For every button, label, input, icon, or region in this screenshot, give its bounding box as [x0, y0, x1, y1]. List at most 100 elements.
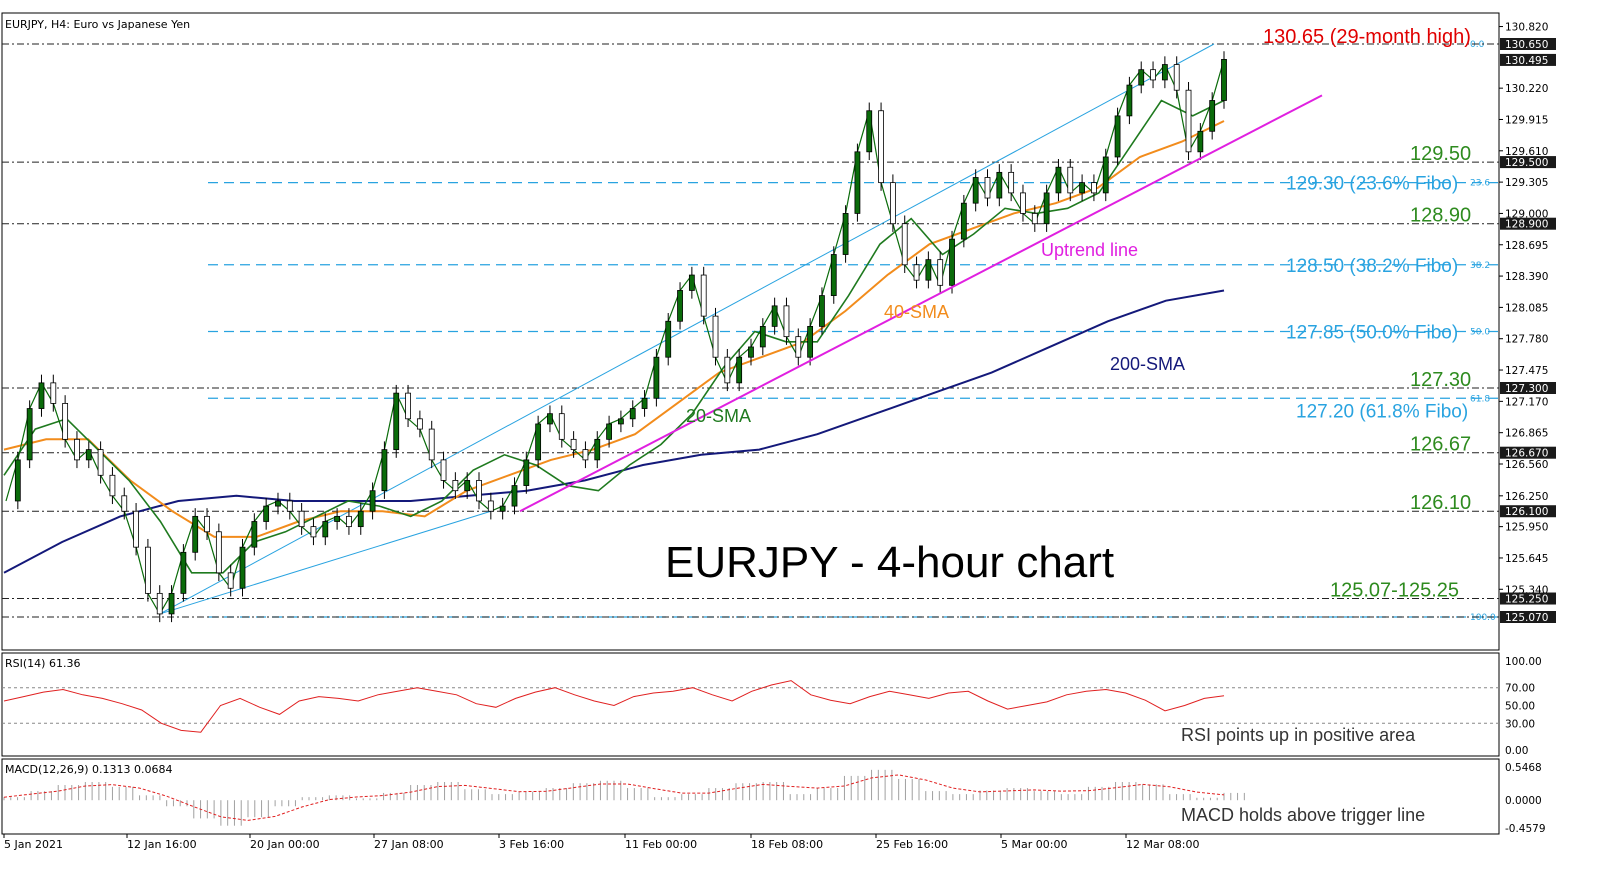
candle-body — [748, 346, 754, 358]
candle-body — [1173, 64, 1180, 91]
y-tick-label: 127.170 — [1505, 396, 1548, 408]
candle-body — [476, 480, 482, 502]
candle-body — [558, 413, 565, 440]
candle-body — [357, 510, 364, 528]
y-tick-label: 126.865 — [1505, 428, 1548, 440]
candle-body — [653, 356, 660, 399]
price-tag-label: 128.900 — [1505, 219, 1548, 231]
key-level-label: 125.07-125.25 — [1330, 580, 1459, 602]
candle-body — [712, 315, 719, 358]
candle-body — [369, 490, 376, 512]
candle-body — [523, 459, 530, 486]
x-tick-label: 5 Jan 2021 — [4, 838, 63, 851]
y-tick-label: 125.645 — [1505, 553, 1548, 565]
candle-body — [416, 418, 423, 430]
x-tick-label: 18 Feb 08:00 — [751, 838, 823, 851]
macd-tick-label: -0.4579 — [1505, 823, 1546, 835]
candle-body — [996, 171, 1003, 199]
candle-body — [972, 177, 979, 204]
candle-body — [204, 515, 210, 533]
candle-body — [854, 151, 861, 214]
price-tag — [1500, 156, 1556, 169]
candle-body — [547, 413, 553, 425]
candle-body — [783, 305, 790, 338]
candle-body — [1102, 156, 1109, 194]
rsi-tick-label: 50.00 — [1505, 701, 1535, 713]
fibo-pct: 61.8 — [1470, 394, 1490, 404]
candle-body — [677, 290, 683, 322]
candle-body — [405, 392, 411, 420]
candle-body — [984, 177, 991, 199]
macd-pane — [1, 758, 1500, 835]
candle-body — [1197, 130, 1204, 153]
x-tick-label: 3 Feb 16:00 — [499, 838, 564, 851]
candle-body — [1091, 182, 1097, 194]
rsi-header: RSI(14) 61.36 — [5, 657, 80, 670]
candle-body — [452, 480, 459, 492]
candle-body — [26, 408, 33, 461]
sma200-line — [3, 289, 1225, 574]
y-tick-label: 128.390 — [1505, 271, 1548, 283]
candle-body — [819, 295, 825, 327]
candle-body — [618, 418, 624, 425]
candle-body — [1031, 213, 1038, 225]
chart-title: EURJPY - 4-hour chart — [665, 538, 1114, 587]
candle-body — [665, 320, 672, 358]
key-level-label: 129.50 — [1410, 143, 1471, 165]
candle-body — [1126, 84, 1133, 117]
y-tick-label: 130.820 — [1505, 22, 1548, 34]
rsi-tick-label: 30.00 — [1505, 718, 1535, 730]
candle-body — [1043, 192, 1050, 225]
x-tick-label: 20 Jan 00:00 — [250, 838, 320, 851]
candle-body — [1008, 171, 1015, 194]
candle-body — [239, 546, 246, 589]
candle-body — [511, 485, 518, 507]
y-tick-label: 129.610 — [1505, 146, 1548, 158]
candle-body — [688, 274, 695, 291]
candle-body — [842, 213, 849, 255]
uptrend-label: Uptrend line — [1041, 240, 1138, 260]
rsi-tick-label: 100.00 — [1505, 656, 1542, 668]
candle-body — [759, 325, 766, 348]
rsi-line — [3, 680, 1225, 733]
candle-body — [97, 449, 104, 476]
key-level-label: 126.67 — [1410, 434, 1471, 456]
candle-body — [310, 526, 317, 538]
candle-body — [74, 438, 80, 461]
candle-body — [1221, 59, 1227, 101]
candle-body — [937, 259, 944, 286]
candle-body — [499, 505, 506, 512]
candle-body — [192, 515, 199, 553]
candle-body — [275, 500, 281, 507]
symbol-header: EURJPY, H4: Euro vs Japanese Yen — [5, 18, 190, 31]
channel-lower-line — [159, 510, 491, 615]
candle-body — [180, 551, 187, 594]
y-tick-label: 127.475 — [1505, 365, 1548, 377]
candle-body — [487, 500, 494, 512]
price-tag — [1500, 446, 1556, 459]
x-tick-label: 12 Mar 08:00 — [1126, 838, 1199, 851]
candle-body — [227, 572, 234, 589]
key-level-label: 130.65 (29-month high) — [1263, 26, 1471, 48]
fibo-label: 127.20 (61.8% Fibo) — [1296, 401, 1468, 422]
candle-body — [795, 336, 802, 358]
candle-body — [156, 592, 163, 615]
x-tick-label: 11 Feb 00:00 — [625, 838, 697, 851]
price-tag-label: 126.670 — [1505, 448, 1548, 460]
y-tick-label: 129.915 — [1505, 114, 1548, 126]
price-tag-label: 126.100 — [1505, 506, 1548, 518]
rsi-tick-label: 0.00 — [1505, 745, 1528, 757]
candle-body — [1161, 64, 1168, 81]
candle-body — [901, 223, 908, 266]
price-tag-label: 129.500 — [1505, 157, 1548, 169]
candle-body — [949, 238, 955, 286]
candle-body — [1055, 166, 1062, 194]
fibo-label: 128.50 (38.2% Fibo) — [1286, 256, 1458, 277]
candle-body — [629, 408, 636, 420]
candle-body — [570, 438, 577, 451]
candle-body — [286, 500, 293, 512]
price-tag-label: 125.070 — [1505, 612, 1548, 624]
candle-body — [700, 274, 707, 317]
candle-body — [85, 449, 92, 461]
sma200-label: 200-SMA — [1110, 354, 1185, 374]
